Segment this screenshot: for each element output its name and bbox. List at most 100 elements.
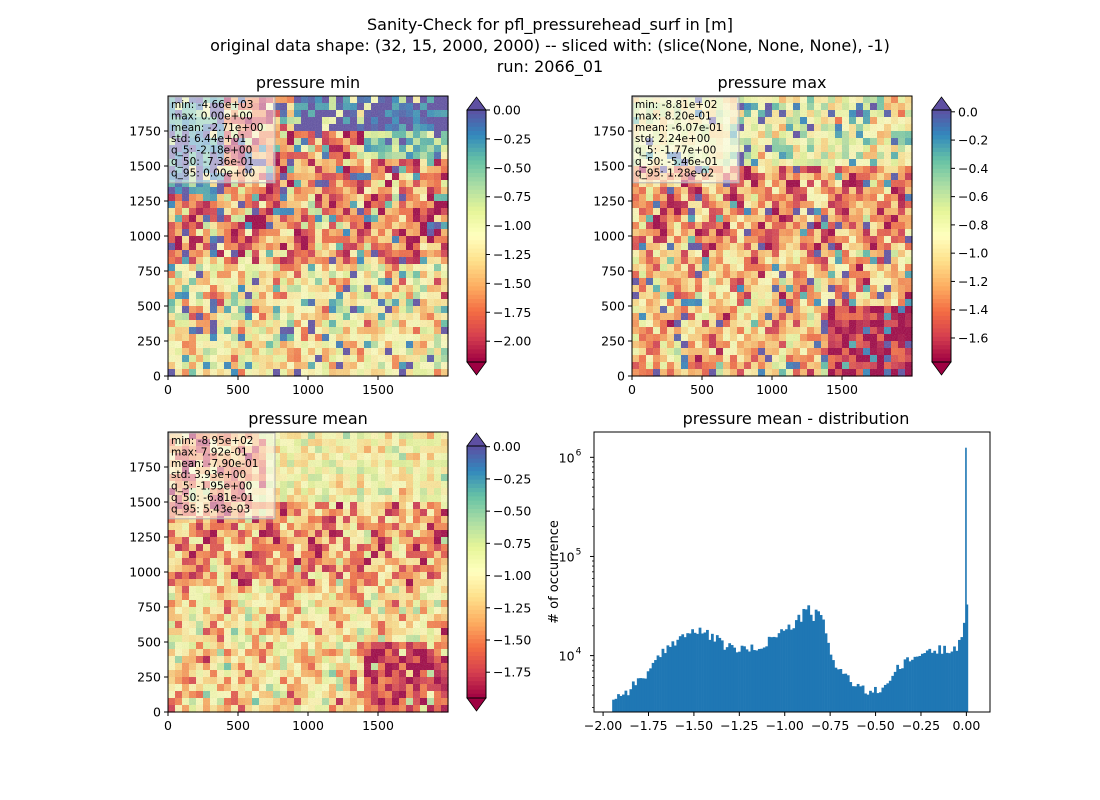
x-tick-label: 500 [226,382,250,397]
colorbar-segment [467,240,486,245]
colorbar-segment [932,273,951,279]
panel-pressure-mean: pressure mean 0 500 1000 1500 0250500750100… [129,409,531,733]
y-tick-label: 1000 [593,229,625,244]
x-tick-label: 1500 [826,382,858,397]
colorbar-segment [932,307,951,313]
stats-line: std: 2.24e+00 [635,133,710,145]
colorbar-segment [467,135,486,140]
colorbar-segment [467,244,486,250]
colorbar-segment [932,227,951,233]
stats-line: mean: -2.71e+00 [171,122,263,134]
colorbar-segment [467,126,486,132]
colorbar-tick-label: −0.25 [493,131,531,146]
stats-box-background [168,96,276,184]
colorbar-tick-label: −1.6 [958,330,988,345]
colorbar-segment [467,353,486,359]
colorbar-segment [467,122,486,128]
colorbar-segment [467,357,486,363]
stats-line: q_5: -1.77e+00 [635,145,716,157]
colorbar-segment [932,349,951,355]
y-tick-label: 250 [601,334,625,349]
colorbar-segment [467,223,486,229]
colorbar-segment [932,269,951,275]
colorbar-tick-label: −1.0 [958,246,988,261]
y-tick-label: 1500 [129,159,161,174]
colorbar-segment [932,353,951,359]
colorbar-tick-label: −1.50 [493,276,531,291]
colorbar-segment [467,303,486,308]
colorbar-tick-label: −1.4 [958,302,988,317]
colorbar-segment [932,290,951,296]
colorbar-segment [467,177,486,182]
colorbar-segment [467,341,486,346]
colorbar-segment [467,147,486,153]
colorbar-segment [932,147,951,153]
colorbar: 0.00−0.25−0.50−0.75−1.00−1.25−1.50−1.75−… [466,96,531,376]
colorbar-tick-label: −0.75 [493,189,531,204]
colorbar-segment [932,219,951,224]
colorbar-extend-max [931,96,952,111]
panel-title: pressure mean [248,409,368,428]
colorbar-segment [467,311,486,317]
colorbar-segment [932,198,951,203]
colorbar-segment [467,290,486,296]
colorbar-segment [467,189,486,195]
colorbar-segment [467,248,486,254]
colorbar-tick-label: −1.25 [493,247,531,262]
colorbar-segment [467,345,486,350]
colorbar-segment [932,135,951,140]
colorbar-segment [932,114,951,119]
colorbar-segment [467,206,486,212]
colorbar-segment [932,210,951,216]
y-tick-label: 1250 [129,194,161,209]
colorbar-segment [932,248,951,254]
colorbar-segment [467,118,486,124]
colorbar-segment [932,341,951,346]
colorbar-segment [932,332,951,338]
stats-line: max: 8.20e-01 [635,110,712,122]
figure-title: Sanity-Check for pfl_pressurehead_surf i… [210,15,890,77]
colorbar-segment [467,173,486,178]
colorbar-segment [467,114,486,119]
colorbar-segment [932,160,951,166]
colorbar-segment [467,236,486,241]
colorbar-tick-label: −1.2 [958,274,988,289]
colorbar-extend-max [466,96,487,111]
colorbar-segment [932,324,951,329]
colorbar-segment [467,265,486,271]
colorbar-segment [467,152,486,157]
y-tick-label: 1500 [593,159,625,174]
colorbar-segment [932,185,951,191]
colorbar-segment [932,164,951,170]
y-tick-label: 1750 [593,124,625,139]
colorbar-segment [932,294,951,300]
colorbar-segment [932,223,951,229]
colorbar-segment [932,299,951,304]
colorbar-segment [932,118,951,124]
panel-title: pressure max [717,73,826,92]
colorbar-segment [932,110,951,115]
colorbar-segment [467,185,486,191]
stats-line: q_50: -7.36e-01 [171,156,254,168]
colorbar-extend-min [466,361,487,376]
colorbar-segment [932,320,951,325]
colorbar-segment [467,328,486,334]
colorbar-segment [467,336,486,342]
colorbar-segment [467,349,486,355]
colorbar-segment [932,328,951,334]
colorbar-tick-label: 0.0 [958,104,978,119]
colorbar-segment [467,320,486,325]
colorbar-segment [467,273,486,279]
colorbar-segment [932,257,951,262]
colorbar-segment [467,307,486,313]
colorbar-segment [467,257,486,262]
y-tick-label: 1750 [129,124,161,139]
stats-line: min: -4.66e+03 [171,99,253,111]
panel-pressure-max: pressure max 0 500 1000 1500 02505007501000… [593,73,988,397]
stats-line: q_5: -2.18e+00 [171,145,252,157]
